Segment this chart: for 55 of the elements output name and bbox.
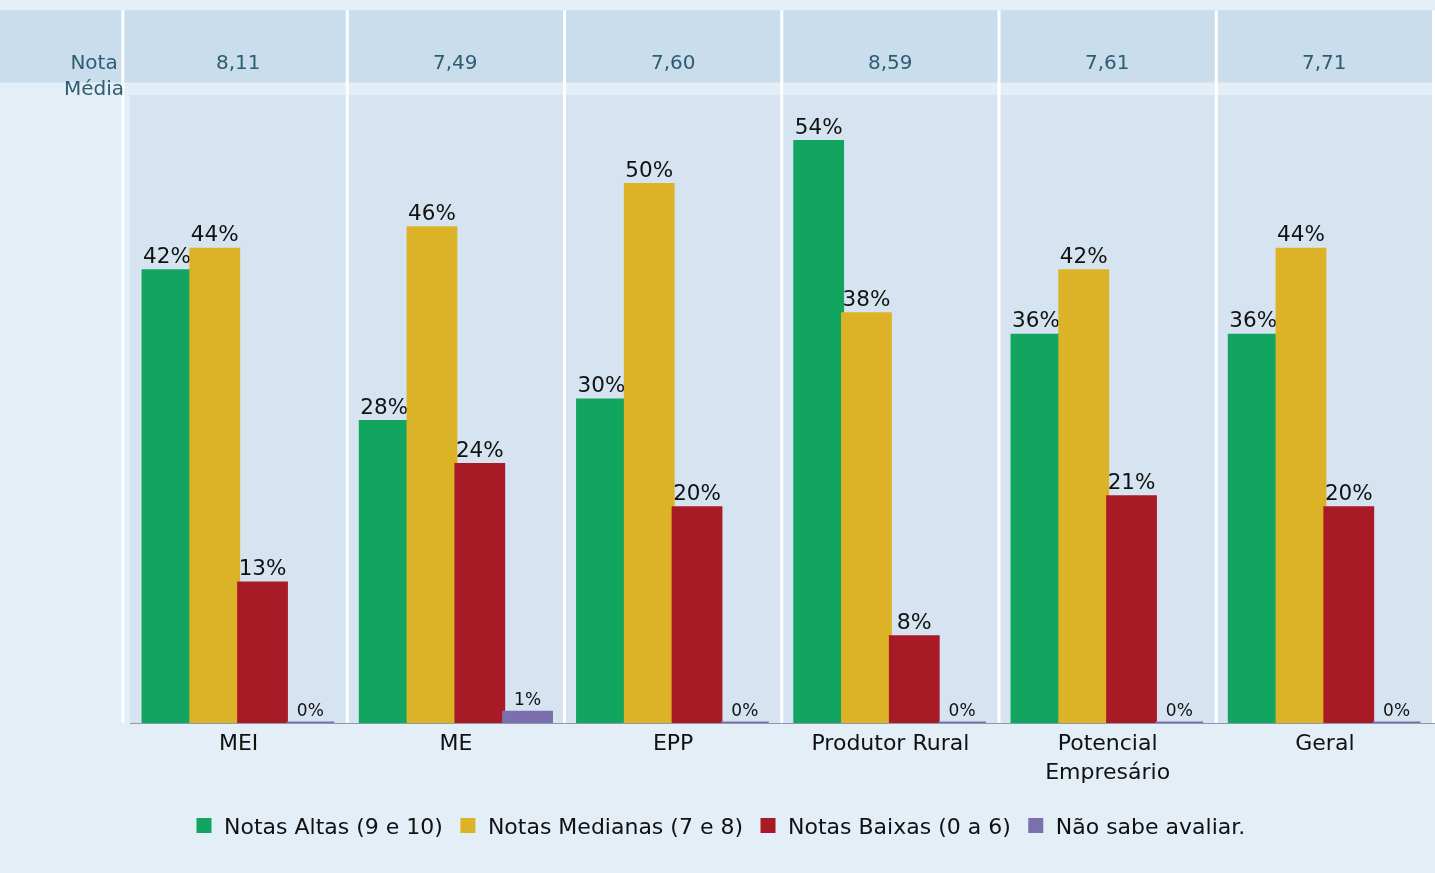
data-label: 54% [794,113,843,139]
data-label: 13% [238,555,287,581]
x-tick-label: Produtor Rural [811,730,970,756]
bar [189,247,241,723]
data-label: 44% [190,221,239,247]
data-label: 28% [360,393,409,419]
bar [623,183,675,723]
bar [406,226,458,723]
bar [1323,506,1375,723]
data-label: 0% [1165,700,1193,720]
data-label: 21% [1107,468,1156,494]
data-label: 1% [514,689,542,710]
data-label: 38% [842,285,891,311]
text: 7,60 [651,50,696,74]
data-label: 0% [1383,700,1411,720]
data-label: 30% [577,372,626,398]
text: 7,61 [1085,50,1130,74]
data-label: 44% [1277,221,1325,247]
bar [576,398,627,723]
text: 8,59 [868,50,913,74]
text: 8,11 [216,50,261,74]
bar [1058,269,1110,723]
data-label: 0% [731,700,759,720]
data-label: 8% [896,608,932,634]
text: Nota Média [64,50,125,100]
bar [454,463,506,723]
data-label: 24% [455,436,504,462]
data-label: 0% [948,700,976,720]
data-label: 46% [408,199,456,225]
data-label: 0% [296,700,324,720]
data-label: 42% [1059,242,1108,268]
x-tick-label: EPP [652,730,694,756]
data-label: 36% [1229,307,1278,333]
bar [358,419,410,723]
bar [237,581,288,723]
x-tick-label: Geral [1295,730,1355,756]
bar [1106,495,1157,723]
x-tick-label: ME [439,730,473,756]
bar [1227,333,1279,723]
bar [1275,247,1327,723]
bar [793,140,845,723]
bar [841,312,892,723]
x-tick-label: Potencial Empresário [1045,730,1171,784]
data-label: 50% [625,156,674,182]
text: 7,49 [433,50,478,74]
data-label: 20% [1324,479,1373,505]
legend-label: Não sabe avaliar. [1055,814,1246,840]
legend-label: Notas Altas (9 e 10) [224,814,443,840]
bar [502,710,553,723]
bar [671,506,723,723]
legend-label: Notas Baixas (0 a 6) [788,814,1011,840]
x-tick-label: MEI [218,730,259,756]
legend-label: Notas Medianas (7 e 8) [487,814,744,840]
text: 7,71 [1302,50,1347,74]
bar [888,635,940,723]
